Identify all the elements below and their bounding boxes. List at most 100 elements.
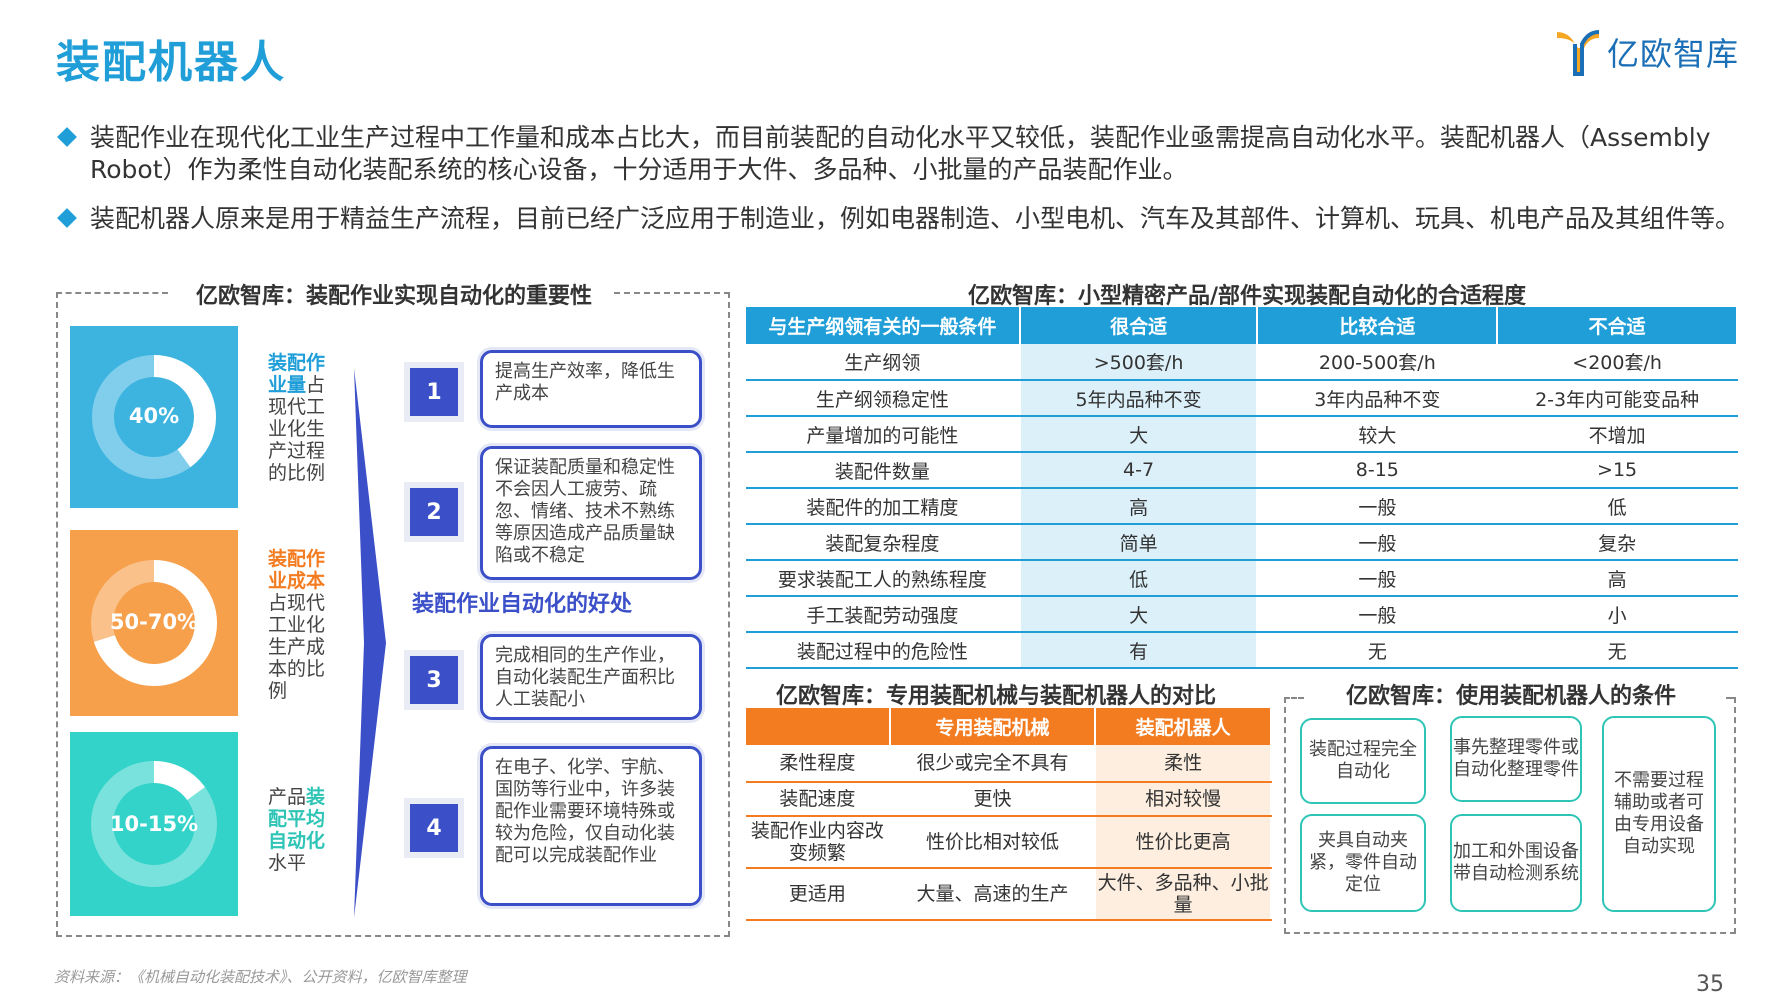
- table-cell: 大: [1019, 416, 1259, 453]
- table-cell: 一般: [1257, 560, 1499, 597]
- table-cell: 较大: [1257, 416, 1499, 453]
- bullet-2: 装配机器人原来是用于精益生产流程，目前已经广泛应用于制造业，例如电器制造、小型电…: [57, 203, 1750, 235]
- table-cell: 生产纲领: [746, 344, 1021, 381]
- stat-desc-text: 占现代工业化生产成本的比例: [268, 592, 326, 702]
- table-cell: 简单: [1019, 524, 1259, 561]
- stat-value: 50-70%: [109, 610, 199, 634]
- table-cell: 一般: [1257, 524, 1499, 561]
- table-cell: 产量增加的可能性: [746, 416, 1021, 453]
- condition-card: 加工和外围设备带自动检测系统: [1450, 814, 1582, 912]
- table-cell: 2-3年内可能变品种: [1497, 380, 1738, 417]
- table-row: 装配件的加工精度高一般低: [746, 488, 1738, 525]
- stat-desc-text: 水平: [268, 852, 307, 874]
- table-cell: 200-500套/h: [1257, 344, 1499, 381]
- table-cell: 有: [1019, 632, 1259, 669]
- page-title: 装配机器人: [56, 37, 286, 88]
- table-cell: >15: [1497, 452, 1738, 489]
- stat-desc-highlight: 装配平均自动化: [268, 786, 326, 852]
- table-cell: 小: [1497, 596, 1738, 633]
- table-header-cell: 不合适: [1497, 307, 1738, 344]
- table-cell: 装配件的加工精度: [746, 488, 1021, 525]
- donut-chart: [91, 761, 217, 887]
- condition-card: 事先整理零件或自动化整理零件: [1450, 716, 1582, 802]
- table-cell: 高: [1497, 560, 1738, 597]
- bullet-1: 装配作业在现代化工业生产过程中工作量和成本占比大，而目前装配的自动化水平又较低，…: [57, 122, 1750, 186]
- benefit-number: 1: [410, 368, 458, 416]
- donut-chart: [92, 355, 216, 479]
- table-row: 柔性程度 很少或完全不具有 柔性: [746, 745, 1272, 783]
- brand-name: 亿欧智库: [1607, 35, 1740, 73]
- table-header-row: 专用装配机械 装配机器人: [746, 708, 1272, 745]
- stat-value: 40%: [128, 404, 180, 428]
- stat-desc-cost: 装配作业成本占现代工业化生产成本的比例: [268, 548, 338, 702]
- table-header-cell: 装配机器人: [1095, 708, 1272, 745]
- table-row: 要求装配工人的熟练程度低一般高: [746, 560, 1738, 597]
- importance-panel: [56, 292, 730, 937]
- table-cell: 4-7: [1019, 452, 1259, 489]
- stat-value: 10-15%: [109, 812, 199, 836]
- suitability-table: 与生产纲领有关的一般条件 很合适 比较合适 不合适 生产纲领 >500套/h 200…: [746, 307, 1738, 669]
- table-cell: 复杂: [1497, 524, 1738, 561]
- table-header-cell: [746, 708, 891, 745]
- benefit-card: 完成相同的生产作业，自动化装配生产面积比人工装配小: [480, 634, 702, 720]
- table-header-cell: 很合适: [1019, 307, 1259, 344]
- benefit-number: 3: [410, 656, 458, 704]
- stat-box-automation: 10-15%: [70, 732, 238, 916]
- benefit-number: 4: [410, 804, 458, 852]
- table-row: 装配过程中的危险性有无无: [746, 632, 1738, 669]
- table-row: 装配速度 更快 相对较慢: [746, 782, 1272, 817]
- table-cell: >500套/h: [1019, 344, 1259, 381]
- table-cell: 无: [1497, 632, 1738, 669]
- table-cell: 很少或完全不具有: [889, 745, 1097, 783]
- table-cell: 性价比相对较低: [889, 816, 1097, 869]
- stat-desc-automation: 产品装配平均自动化水平: [268, 786, 338, 874]
- table-row: 装配复杂程度 简单 一般 复杂: [746, 524, 1738, 561]
- donut-chart: [91, 560, 217, 686]
- brand-logo-icon: [1557, 30, 1600, 76]
- table-row: 装配件数量 4-7 8-15 >15: [746, 452, 1738, 489]
- table-cell: 生产纲领稳定性: [746, 380, 1021, 417]
- bullet-1-text: 装配作业在现代化工业生产过程中工作量和成本占比大，而目前装配的自动化水平又较低，…: [90, 123, 1711, 184]
- table-cell: 3年内品种不变: [1257, 380, 1499, 417]
- table-cell: 柔性程度: [746, 745, 891, 783]
- table-row: 更适用 大量、高速的生产 大件、多品种、小批量: [746, 868, 1272, 921]
- table-row: 生产纲领稳定性 5年内品种不变 3年内品种不变 2-3年内可能变品种: [746, 380, 1738, 417]
- table-row: 手工装配劳动强度大一般小: [746, 596, 1738, 633]
- table-header-cell: 专用装配机械: [889, 708, 1097, 745]
- stat-box-workload: 40%: [70, 326, 238, 508]
- table-cell: 性价比更高: [1095, 816, 1272, 869]
- comparison-table: 专用装配机械 装配机器人 柔性程度 很少或完全不具有 柔性 装配速度 更快 相对较慢 装配作…: [746, 708, 1272, 921]
- diamond-bullet-icon: [57, 127, 77, 147]
- stat-desc-text: 占现代工业化生产过程的比例: [268, 374, 326, 484]
- table-cell: 大: [1019, 596, 1259, 633]
- stat-desc-workload: 装配作业量占现代工业化生产过程的比例: [268, 352, 338, 484]
- source-note: 资料来源：《机械自动化装配技术》、公开资料，亿欧智库整理: [54, 968, 467, 986]
- table-row: 生产纲领 >500套/h 200-500套/h <200套/h: [746, 344, 1738, 381]
- table-cell: 要求装配工人的熟练程度: [746, 560, 1021, 597]
- benefit-number: 2: [410, 488, 458, 536]
- stat-desc-highlight: 装配作业成本: [268, 548, 326, 592]
- condition-card: 装配过程完全自动化: [1300, 718, 1426, 804]
- table-cell: 装配件数量: [746, 452, 1021, 489]
- brand-logo: 亿欧智库: [1555, 28, 1739, 76]
- table-cell: 无: [1257, 632, 1499, 669]
- table-cell: 装配复杂程度: [746, 524, 1021, 561]
- table-cell: <200套/h: [1497, 344, 1738, 381]
- table-cell: 大量、高速的生产: [889, 868, 1097, 921]
- table-cell: 一般: [1257, 596, 1499, 633]
- table-cell: 低: [1497, 488, 1738, 525]
- stat-desc-prefix: 产品: [268, 786, 307, 808]
- table-cell: 装配速度: [746, 782, 891, 817]
- table-row: 产量增加的可能性大较大 不增加: [746, 416, 1738, 453]
- benefit-card: 在电子、化学、宇航、国防等行业中，许多装配作业需要环境特殊或较为危险，仅自动化装…: [480, 746, 702, 906]
- table-cell: 柔性: [1095, 745, 1272, 783]
- conditions-panel: [1284, 697, 1736, 934]
- table-row: 装配作业内容改变频繁 性价比相对较低 性价比更高: [746, 816, 1272, 869]
- chevron-arrow-icon: [354, 368, 386, 918]
- table-cell: 高: [1019, 488, 1259, 525]
- benefits-label: 装配作业自动化的好处: [412, 592, 633, 617]
- stat-box-cost: 50-70%: [70, 530, 238, 716]
- condition-card: 不需要过程辅助或者可由专用设备自动实现: [1602, 716, 1716, 912]
- panel-dash-line: [1284, 697, 1304, 699]
- diamond-bullet-icon: [57, 208, 77, 228]
